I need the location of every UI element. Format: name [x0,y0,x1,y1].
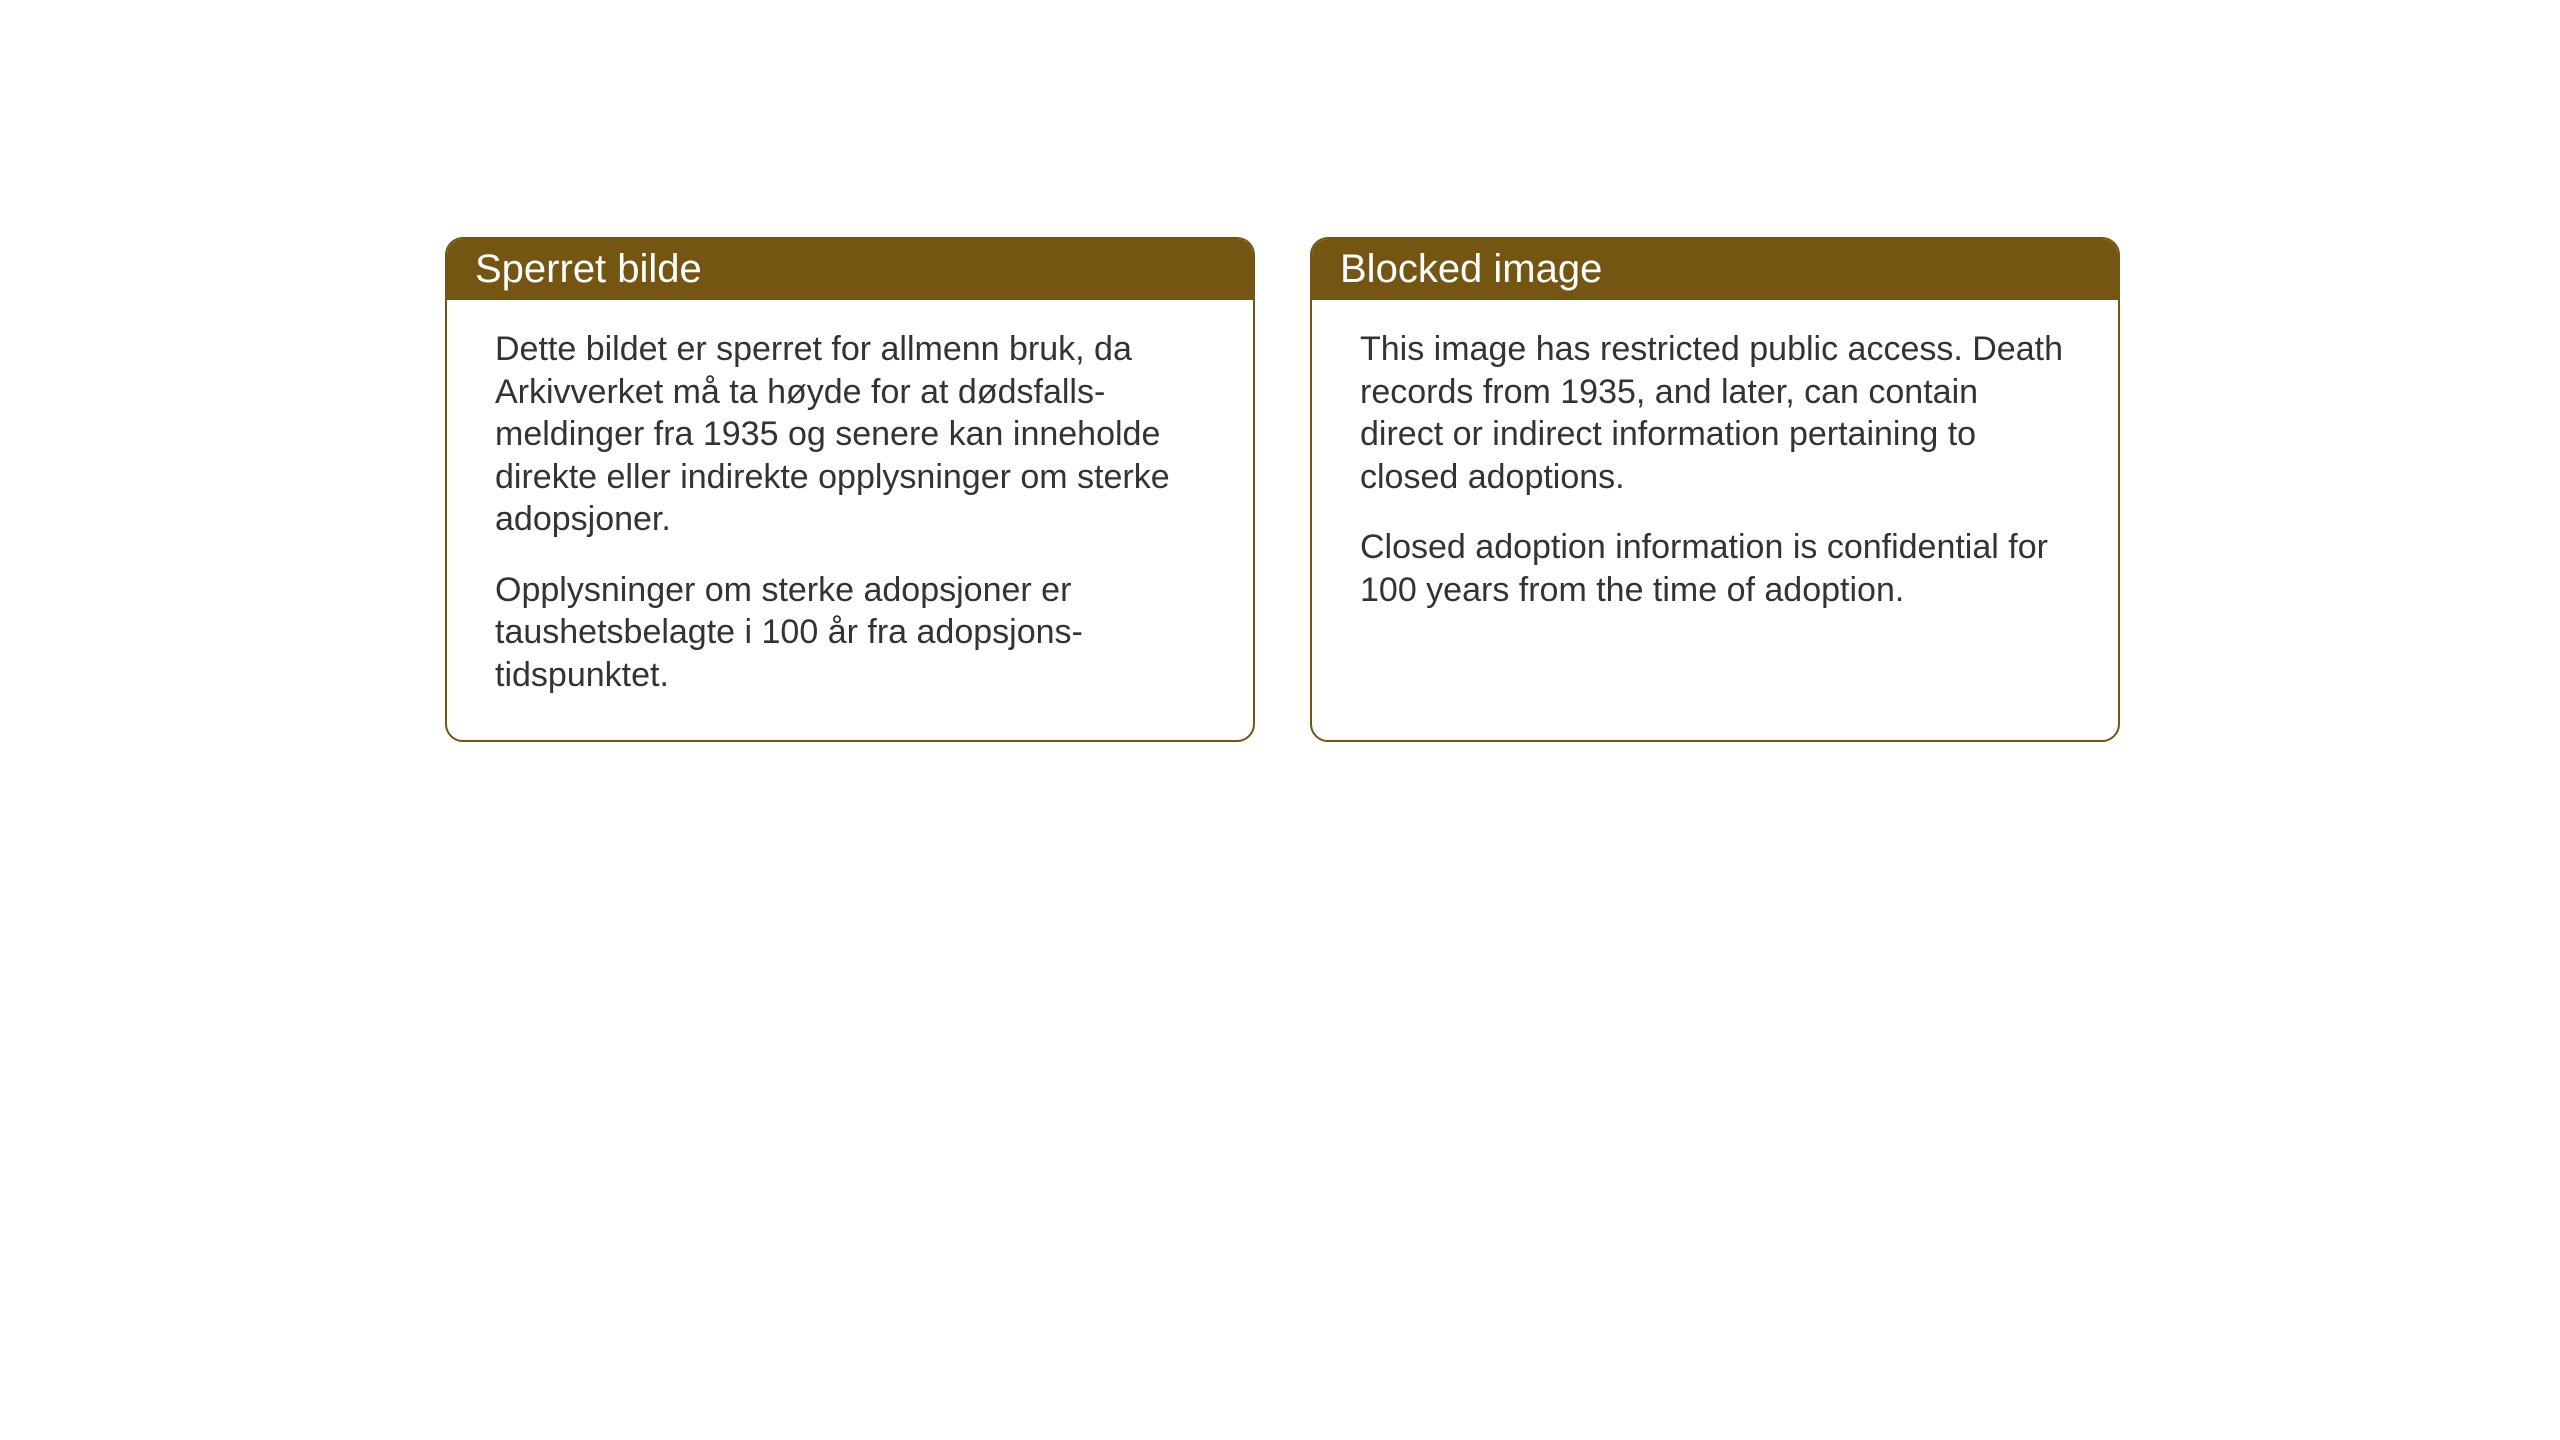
paragraph-text: Opplysninger om sterke adopsjoner er tau… [495,569,1205,697]
notice-container: Sperret bilde Dette bildet er sperret fo… [0,0,2560,742]
card-body-english: This image has restricted public access.… [1312,300,2118,655]
paragraph-text: This image has restricted public access.… [1360,328,2070,498]
card-title-english: Blocked image [1312,239,2118,300]
paragraph-text: Closed adoption information is confident… [1360,526,2070,611]
paragraph-text: Dette bildet er sperret for allmenn bruk… [495,328,1205,541]
card-body-norwegian: Dette bildet er sperret for allmenn bruk… [447,300,1253,740]
notice-card-norwegian: Sperret bilde Dette bildet er sperret fo… [445,237,1255,742]
notice-card-english: Blocked image This image has restricted … [1310,237,2120,742]
card-title-norwegian: Sperret bilde [447,239,1253,300]
